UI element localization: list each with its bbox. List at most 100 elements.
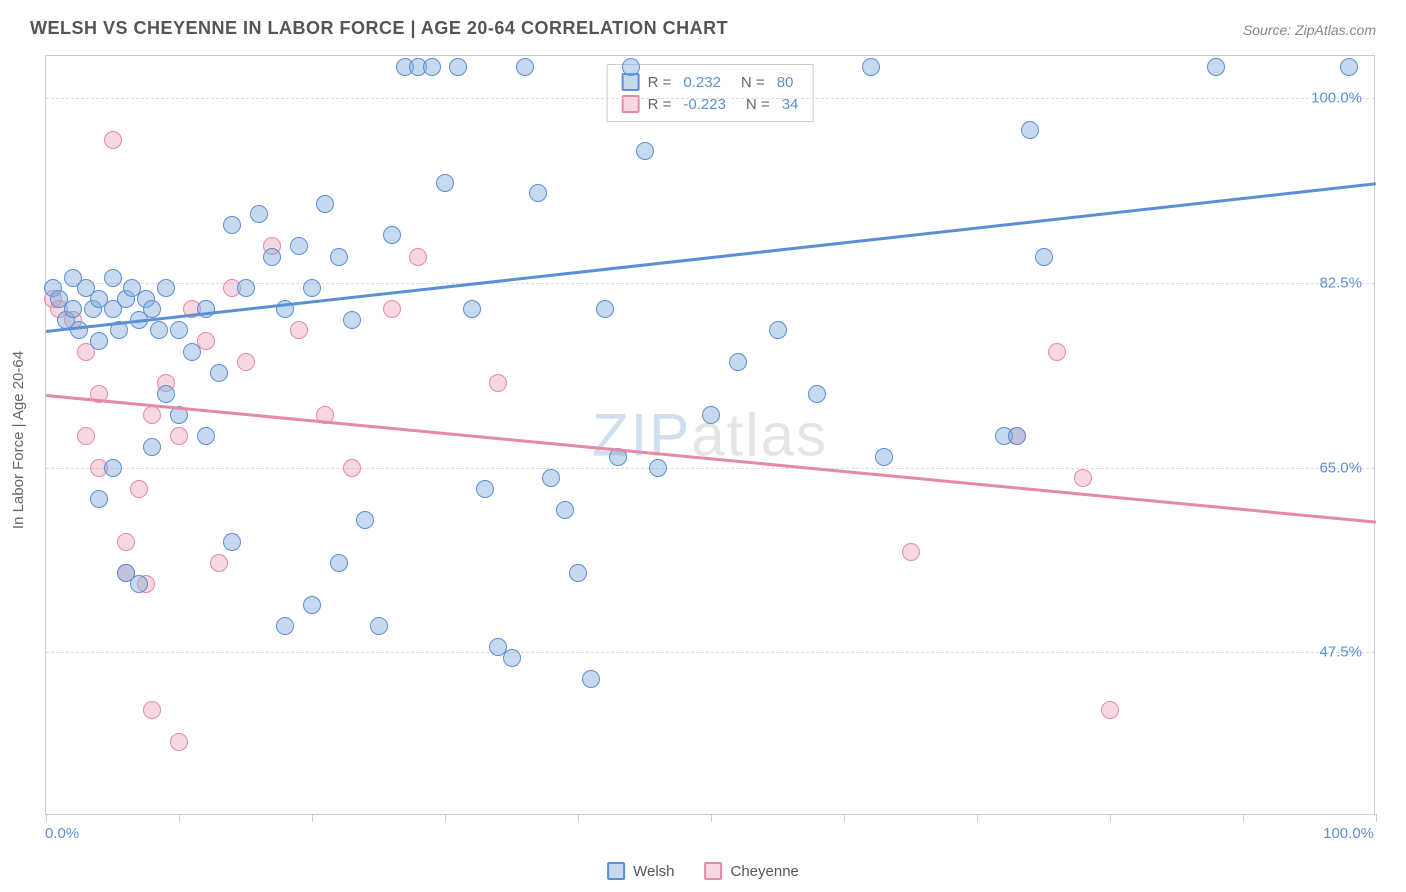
n-label: N = [741,74,765,91]
cheyenne-point [902,543,920,561]
legend-row-welsh: R = 0.232 N = 80 [622,71,799,93]
welsh-n-value: 80 [777,74,794,91]
legend-label: Welsh [633,863,674,880]
welsh-point [875,448,893,466]
cheyenne-point [409,248,427,266]
welsh-point [223,533,241,551]
welsh-point [356,511,374,529]
welsh-trend-line [46,183,1376,333]
welsh-point [290,237,308,255]
cheyenne-point [104,131,122,149]
welsh-point [1008,427,1026,445]
welsh-point [223,216,241,234]
welsh-point [1021,121,1039,139]
x-tick [711,814,712,822]
welsh-point [529,184,547,202]
welsh-point [64,300,82,318]
y-tick-label: 65.0% [1319,459,1362,476]
welsh-point [303,596,321,614]
x-tick [312,814,313,822]
chart-title: WELSH VS CHEYENNE IN LABOR FORCE | AGE 2… [30,18,728,39]
cheyenne-point [489,374,507,392]
welsh-point [197,427,215,445]
cheyenne-point [210,554,228,572]
welsh-point [130,575,148,593]
x-axis-max-label: 100.0% [1323,825,1374,842]
welsh-point [636,142,654,160]
cheyenne-point [1048,343,1066,361]
welsh-point [808,385,826,403]
x-tick [445,814,446,822]
r-label: R = [648,74,672,91]
cheyenne-point [383,300,401,318]
welsh-point [622,58,640,76]
welsh-point [330,554,348,572]
x-tick [46,814,47,822]
cheyenne-point [290,321,308,339]
welsh-point [556,501,574,519]
cheyenne-point [170,733,188,751]
source-label: Source: ZipAtlas.com [1243,22,1376,38]
cheyenne-point [170,427,188,445]
welsh-point [250,205,268,223]
legend-item-welsh: Welsh [607,862,674,880]
x-tick [1376,814,1377,822]
welsh-point [237,279,255,297]
legend-swatch-icon [705,862,723,880]
welsh-point [383,226,401,244]
cheyenne-point [117,533,135,551]
x-axis-min-label: 0.0% [45,825,79,842]
welsh-point [649,459,667,477]
gridline [46,468,1374,469]
cheyenne-point [130,480,148,498]
welsh-point [210,364,228,382]
legend-swatch-icon [607,862,625,880]
cheyenne-point [1101,701,1119,719]
welsh-point [503,649,521,667]
cheyenne-point [343,459,361,477]
plot-area: ZIPatlas R = 0.232 N = 80 R = -0.223 N =… [45,55,1375,815]
watermark-zip: ZIP [592,401,691,470]
legend-item-cheyenne: Cheyenne [705,862,799,880]
welsh-point [303,279,321,297]
welsh-point [343,311,361,329]
x-tick [578,814,579,822]
welsh-point [729,353,747,371]
welsh-point [90,490,108,508]
welsh-point [1035,248,1053,266]
welsh-point [157,385,175,403]
welsh-point [316,195,334,213]
cheyenne-point [143,701,161,719]
welsh-point [170,321,188,339]
series-legend: Welsh Cheyenne [607,862,799,880]
welsh-point [516,58,534,76]
welsh-point [104,269,122,287]
welsh-point [1340,58,1358,76]
legend-row-cheyenne: R = -0.223 N = 34 [622,93,799,115]
welsh-point [183,343,201,361]
welsh-point [330,248,348,266]
welsh-point [769,321,787,339]
welsh-point [436,174,454,192]
cheyenne-point [237,353,255,371]
legend-label: Cheyenne [731,863,799,880]
welsh-point [143,438,161,456]
welsh-r-value: 0.232 [683,74,721,91]
welsh-point [702,406,720,424]
x-tick [977,814,978,822]
welsh-point [596,300,614,318]
cheyenne-point [1074,469,1092,487]
welsh-point [423,58,441,76]
gridline [46,98,1374,99]
welsh-point [569,564,587,582]
welsh-point [104,459,122,477]
welsh-point [862,58,880,76]
x-tick [1110,814,1111,822]
welsh-point [370,617,388,635]
welsh-point [276,617,294,635]
welsh-point [463,300,481,318]
welsh-point [449,58,467,76]
welsh-point [582,670,600,688]
legend-swatch-welsh [622,73,640,91]
welsh-point [150,321,168,339]
